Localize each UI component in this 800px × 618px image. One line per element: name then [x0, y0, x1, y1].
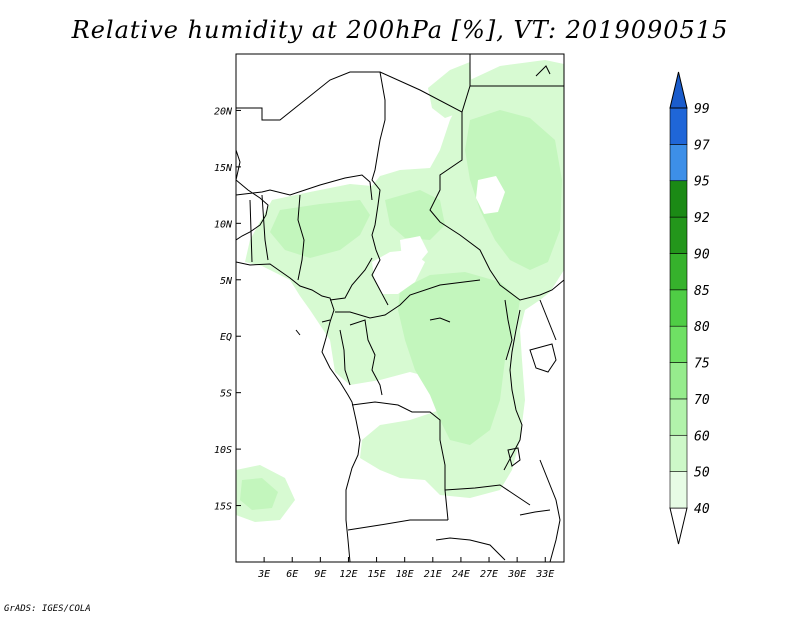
colorbar-segment: [669, 144, 688, 182]
colorbar-label: 40: [694, 502, 710, 517]
colorbar-label: 99: [694, 102, 710, 117]
lon-tick-label: 9E: [314, 569, 326, 580]
lon-tick-label: 33E: [535, 569, 554, 580]
lat-tick-label: EQ: [220, 332, 232, 343]
lon-tick-label: 21E: [424, 569, 442, 580]
colorbar-segment: [669, 289, 688, 327]
map-frame: [235, 53, 565, 563]
coastlines-borders: [236, 54, 564, 562]
colorbar-label: 95: [694, 175, 710, 190]
colorbar-segment: [669, 362, 688, 400]
grads-credit: GrADS: IGES/COLA: [4, 604, 91, 614]
colorbar-label: 50: [694, 466, 710, 481]
latitude-ticks: 20N 15N 10N 5N EQ 5S 10S 15S: [214, 106, 241, 513]
lat-tick-label: 5N: [220, 276, 233, 287]
colorbar-lower-triangle: [669, 507, 688, 545]
humidity-shading: [236, 60, 564, 522]
colorbar-label: 80: [694, 320, 710, 335]
lon-tick-label: 24E: [452, 569, 470, 580]
lat-tick-label: 15S: [214, 502, 232, 513]
colorbar-label: 60: [694, 429, 710, 444]
colorbar-segment: [669, 398, 688, 436]
lat-tick-label: 10S: [214, 445, 232, 456]
colorbar-label: 97: [694, 138, 710, 153]
colorbar-label: 85: [694, 284, 710, 299]
lon-tick-label: 12E: [339, 569, 357, 580]
lon-tick-label: 6E: [286, 569, 298, 580]
colorbar-upper-triangle: [669, 71, 688, 109]
colorbar-label: 70: [694, 393, 710, 408]
colorbar-segment: [669, 216, 688, 254]
longitude-ticks: 3E 6E 9E 12E 15E 18E 21E 24E 27E 30E 33E: [257, 557, 554, 580]
colorbar-label: 92: [694, 211, 710, 226]
lon-tick-label: 30E: [507, 569, 526, 580]
lon-tick-label: 18E: [396, 569, 414, 580]
lat-tick-label: 5S: [220, 389, 232, 400]
lon-tick-label: 15E: [368, 569, 386, 580]
lon-tick-label: 27E: [480, 569, 498, 580]
colorbar-segment: [669, 325, 688, 363]
colorbar: 40 50 60 70 75 80 85 90 92 95 97 99: [669, 71, 710, 545]
lon-tick-label: 3E: [257, 569, 270, 580]
colorbar-segment: [669, 253, 688, 291]
colorbar-label: 75: [694, 357, 710, 372]
lat-tick-label: 20N: [214, 106, 233, 117]
colorbar-segment: [669, 107, 688, 145]
colorbar-segment: [669, 471, 688, 509]
colorbar-segment: [669, 434, 688, 472]
colorbar-label: 90: [694, 247, 710, 262]
colorbar-segment: [669, 180, 688, 218]
lat-tick-label: 10N: [214, 219, 233, 230]
lat-tick-label: 15N: [214, 163, 233, 174]
map-title: Relative humidity at 200hPa [%], VT: 201…: [71, 16, 729, 44]
